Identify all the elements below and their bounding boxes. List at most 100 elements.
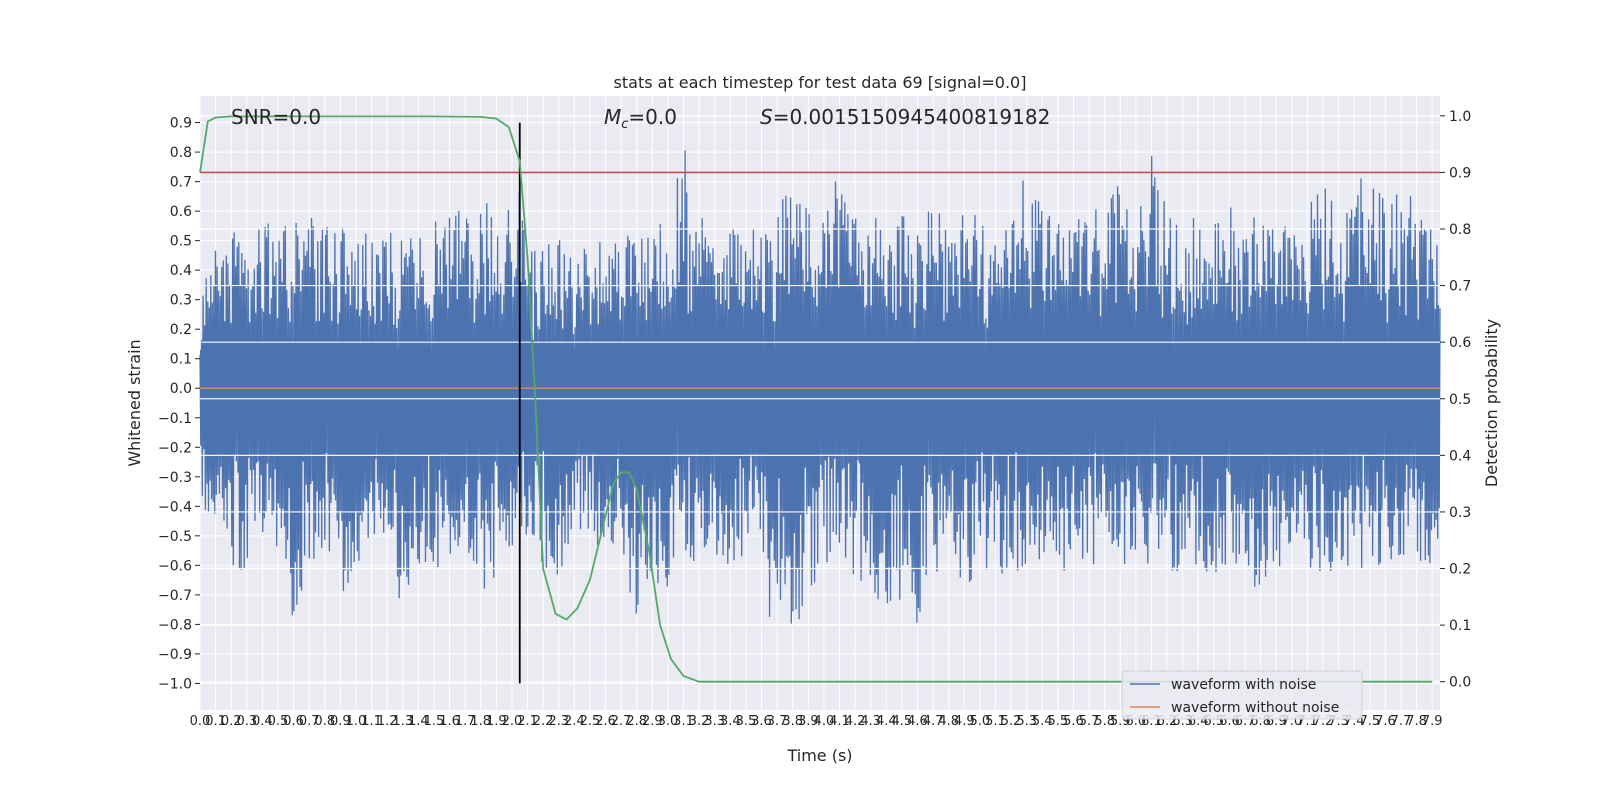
x-tick-label: 7.8: [1406, 714, 1427, 729]
y-tick-label: −0.5: [158, 529, 192, 545]
legend: waveform with noise waveform without noi…: [1121, 670, 1363, 720]
x-tick-label: 3.8: [782, 714, 803, 729]
x-tick-label: 4.7: [923, 714, 944, 729]
x-tick-label: 1.1: [361, 714, 382, 729]
y-tick-label: −0.8: [158, 617, 192, 633]
y2-tick-label: 0.1: [1449, 618, 1471, 634]
x-tick-label: 5.6: [1063, 714, 1084, 729]
x-tick-label: 3.1: [673, 714, 694, 729]
x-tick-label: 1.8: [470, 714, 491, 729]
x-tick-label: 0.3: [236, 714, 257, 729]
x-tick-label: 2.3: [548, 714, 569, 729]
y2-tick-label: 0.8: [1449, 222, 1471, 238]
y2-tick-label: 0.0: [1449, 675, 1471, 691]
x-tick-label: 5.8: [1094, 714, 1115, 729]
x-tick-label: 2.7: [611, 714, 632, 729]
chirp-mass-value: =0.0: [628, 105, 677, 129]
x-tick-label: 1.5: [424, 714, 445, 729]
y-tick-label: −0.9: [158, 647, 192, 663]
y2-axis-ticks: 1.0 0.9 0.8 0.7 0.6 0.5 0.4 0.3 0.2 0.1 0.0: [1440, 109, 1471, 691]
x-tick-label: 7.7: [1391, 714, 1412, 729]
x-tick-label: 4.4: [876, 714, 897, 729]
x-tick-label: 5.3: [1016, 714, 1037, 729]
y-tick-label: 0.0: [170, 381, 192, 397]
x-tick-label: 1.4: [408, 714, 429, 729]
chart-title: stats at each timestep for test data 69 …: [614, 73, 1027, 92]
y-tick-label: 0.2: [170, 322, 192, 338]
y-tick-label: −0.2: [158, 440, 192, 456]
y2-tick-label: 0.2: [1449, 562, 1471, 578]
x-tick-label: 1.0: [346, 714, 367, 729]
x-tick-label: 0.5: [268, 714, 289, 729]
y-axis-label: Whitened strain: [125, 339, 144, 466]
x-tick-label: 1.9: [486, 714, 507, 729]
x-tick-label: 3.3: [704, 714, 725, 729]
y-tick-label: 0.3: [170, 293, 192, 309]
x-tick-label: 0.1: [205, 714, 226, 729]
x-tick-label: 3.5: [736, 714, 757, 729]
x-tick-label: 0.4: [252, 714, 273, 729]
x-tick-label: 7.5: [1359, 714, 1380, 729]
statistic-symbol: S: [760, 105, 773, 129]
x-tick-label: 4.0: [814, 714, 835, 729]
y-tick-label: 0.1: [170, 352, 192, 368]
x-tick-label: 2.6: [595, 714, 616, 729]
y-tick-label: 0.5: [170, 234, 192, 250]
y-tick-label: −1.0: [158, 676, 192, 692]
legend-entry-no-noise: waveform without noise: [1171, 700, 1339, 716]
y2-tick-label: 0.4: [1449, 448, 1471, 464]
x-tick-label: 0.9: [330, 714, 351, 729]
x-tick-label: 5.5: [1048, 714, 1069, 729]
waveform-with-noise-core: [200, 349, 1440, 405]
x-tick-label: 4.2: [845, 714, 866, 729]
x-tick-label: 3.2: [689, 714, 710, 729]
x-tick-label: 7.9: [1422, 714, 1443, 729]
x-tick-label: 2.5: [580, 714, 601, 729]
x-tick-label: 7.6: [1375, 714, 1396, 729]
legend-entry-noise: waveform with noise: [1171, 677, 1316, 693]
y-tick-label: 0.6: [170, 204, 192, 220]
x-tick-label: 2.8: [626, 714, 647, 729]
waveform-with-noise-line: [199, 150, 1441, 624]
x-tick-label: 4.3: [860, 714, 881, 729]
statistic-value: =0.0015150945400819182: [773, 105, 1051, 129]
y-tick-label: −0.6: [158, 558, 192, 574]
y2-tick-label: 0.5: [1449, 392, 1471, 408]
x-tick-label: 4.6: [907, 714, 928, 729]
y-tick-label: −0.1: [158, 411, 192, 427]
x-tick-label: 5.2: [1001, 714, 1022, 729]
x-axis-label: Time (s): [786, 746, 852, 765]
chirp-mass-annotation: Mc=0.0: [604, 105, 677, 132]
x-tick-label: 4.1: [829, 714, 850, 729]
x-tick-label: 1.3: [392, 714, 413, 729]
x-tick-label: 0.6: [283, 714, 304, 729]
legend-box: [1121, 670, 1363, 720]
x-tick-label: 3.0: [658, 714, 679, 729]
series-layer: [199, 115, 1441, 684]
x-tick-label: 5.4: [1032, 714, 1053, 729]
x-tick-label: 2.9: [642, 714, 663, 729]
x-tick-label: 2.2: [533, 714, 554, 729]
x-tick-label: 0.8: [314, 714, 335, 729]
x-tick-label: 1.6: [439, 714, 460, 729]
statistic-annotation: S=0.0015150945400819182: [760, 105, 1050, 129]
chirp-mass-symbol: M: [604, 105, 621, 129]
y2-tick-label: 0.3: [1449, 505, 1471, 521]
y-tick-label: −0.3: [158, 470, 192, 486]
x-axis-ticks: 0.00.10.20.30.40.50.60.70.80.91.01.11.21…: [190, 714, 1443, 729]
x-tick-label: 0.2: [221, 714, 242, 729]
detection-probability-line: [199, 115, 1433, 683]
y2-tick-label: 0.7: [1449, 279, 1471, 295]
y-tick-label: −0.4: [158, 499, 192, 515]
x-tick-label: 3.7: [767, 714, 788, 729]
y-tick-label: 0.7: [170, 175, 192, 191]
chirp-mass-subscript: c: [621, 117, 628, 132]
x-tick-label: 1.7: [455, 714, 476, 729]
x-tick-label: 2.4: [564, 714, 585, 729]
y-tick-label: 0.9: [170, 116, 192, 132]
y2-axis-label: Detection probability: [1482, 319, 1501, 487]
y-tick-label: 0.4: [170, 263, 192, 279]
x-tick-label: 3.4: [720, 714, 741, 729]
snr-annotation: SNR=0.0: [231, 105, 321, 129]
